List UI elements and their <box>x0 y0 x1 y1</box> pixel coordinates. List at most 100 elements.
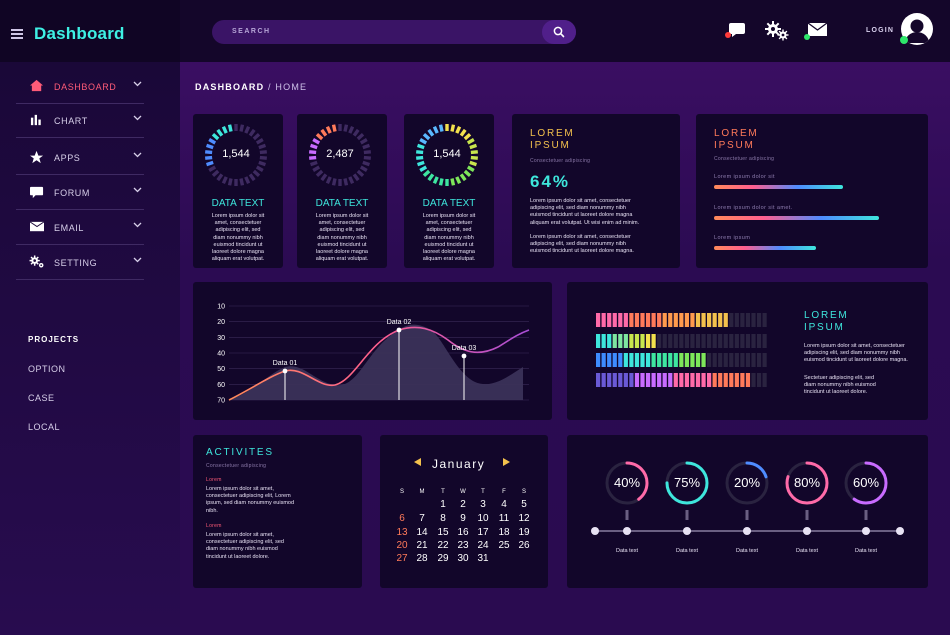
calendar-day[interactable]: 19 <box>518 527 530 538</box>
calendar-day[interactable]: 23 <box>457 540 469 551</box>
search-button[interactable] <box>542 20 576 44</box>
project-link-local[interactable]: LOCAL <box>28 422 61 432</box>
equalizer-segment <box>762 334 767 348</box>
gauge-segment <box>309 160 318 167</box>
equalizer-segment <box>734 373 739 387</box>
calendar-day[interactable]: 21 <box>416 540 428 551</box>
gauge-segment <box>315 169 324 178</box>
calendar-day[interactable]: 18 <box>498 527 510 538</box>
calendar-day[interactable]: 17 <box>477 527 489 538</box>
data-point[interactable] <box>282 368 288 374</box>
equalizer-segment <box>695 353 701 367</box>
calendar-prev-icon[interactable] <box>414 458 422 466</box>
calendar-day[interactable]: 3 <box>480 499 486 510</box>
mail-notification-icon[interactable] <box>803 20 829 42</box>
gauge-segment <box>312 138 321 145</box>
breadcrumb-current[interactable]: DASHBOARD <box>195 82 265 92</box>
search-input[interactable]: SEARCH <box>232 28 271 35</box>
timeline-node[interactable] <box>623 527 631 535</box>
calendar-day[interactable]: 5 <box>521 499 527 510</box>
data-point[interactable] <box>461 353 467 359</box>
equalizer-segment <box>612 334 617 348</box>
calendar-day[interactable]: 20 <box>396 540 408 551</box>
sidebar-item-apps[interactable]: APPS <box>16 139 144 175</box>
calendar-day[interactable]: 2 <box>460 499 466 510</box>
calendar-day[interactable]: 6 <box>399 513 405 524</box>
gauge-segment <box>459 128 467 137</box>
stat-card-text-line: euismod tincidunt ut laoreet dolore magn… <box>530 212 633 219</box>
calendar-day[interactable]: 25 <box>498 540 510 551</box>
project-link-option[interactable]: OPTION <box>28 364 66 374</box>
sidebar-item-setting[interactable]: SETTING <box>16 244 144 280</box>
calendar-day[interactable]: 13 <box>396 527 408 538</box>
equalizer-segment <box>618 313 623 327</box>
gauge-description-line: amet, consectetuer <box>425 220 473 227</box>
gauge-segment <box>470 150 479 155</box>
calendar-day[interactable]: 30 <box>457 553 469 564</box>
chevron-down-icon[interactable] <box>133 152 142 158</box>
chevron-down-icon[interactable] <box>133 81 142 87</box>
equalizer-segment <box>679 313 684 327</box>
calendar-day[interactable]: 28 <box>416 553 428 564</box>
login-label[interactable]: LOGIN <box>866 27 895 34</box>
gauge-segment <box>255 165 264 172</box>
progress-bars-title-line-1: LOREM <box>714 128 759 139</box>
ring-label: Data text <box>675 548 698 554</box>
gauge-segment <box>432 176 439 185</box>
data-point[interactable] <box>396 327 402 333</box>
y-tick-label: 40 <box>217 351 225 358</box>
settings-gears-icon[interactable] <box>764 20 790 42</box>
sidebar-item-email[interactable]: EMAIL <box>16 209 144 245</box>
equalizer-segment <box>740 313 745 327</box>
timeline-node[interactable] <box>862 527 870 535</box>
chevron-down-icon[interactable] <box>133 115 142 121</box>
equalizer-segment <box>634 373 640 387</box>
calendar-day[interactable]: 4 <box>501 499 507 510</box>
activity-text-line: diam nonummy nibh euismod <box>206 546 278 553</box>
calendar-day[interactable]: 31 <box>477 553 489 564</box>
calendar-day[interactable]: 9 <box>460 513 466 524</box>
gauge-segment <box>469 143 478 150</box>
timeline-node[interactable] <box>683 527 691 535</box>
gauge-ring <box>204 124 268 186</box>
equalizer-segment <box>645 334 651 348</box>
calendar-day[interactable]: 26 <box>518 540 530 551</box>
calendar-day[interactable]: 11 <box>498 513 510 524</box>
gauge-segment <box>211 132 220 141</box>
calendar-day[interactable]: 8 <box>440 513 446 524</box>
calendar-day[interactable]: 14 <box>416 527 428 538</box>
progress-bar <box>714 185 843 189</box>
calendar-next-icon[interactable] <box>502 458 510 466</box>
calendar-day[interactable]: 27 <box>396 553 408 564</box>
equalizer-segment <box>673 334 678 348</box>
gauge-description-line: Lorem ipsum dolor sit <box>211 213 265 219</box>
sidebar-item-chart[interactable]: CHART <box>16 102 144 138</box>
gauge-segment <box>325 125 332 134</box>
chevron-down-icon[interactable] <box>133 187 142 193</box>
sidebar-item-dashboard[interactable]: DASHBOARD <box>16 68 144 104</box>
user-avatar-icon <box>905 19 929 43</box>
calendar-day[interactable]: 16 <box>457 527 469 538</box>
ring-value: 20% <box>733 475 761 490</box>
project-link-case[interactable]: CASE <box>28 393 55 403</box>
equalizer-segment <box>712 373 717 387</box>
chevron-down-icon[interactable] <box>133 222 142 228</box>
calendar-day[interactable]: 24 <box>477 540 489 551</box>
search-bar[interactable]: SEARCH <box>212 20 576 44</box>
calendar-day[interactable]: 22 <box>437 540 449 551</box>
chat-notification-icon[interactable] <box>724 20 746 42</box>
calendar-day[interactable]: 12 <box>518 513 530 524</box>
chevron-down-icon[interactable] <box>133 257 142 263</box>
sidebar-item-forum[interactable]: FORUM <box>16 174 144 210</box>
calendar-day[interactable]: 10 <box>477 513 489 524</box>
breadcrumb-separator: / <box>268 82 272 92</box>
timeline-node[interactable] <box>743 527 751 535</box>
calendar-day[interactable]: 7 <box>419 513 425 524</box>
timeline-node[interactable] <box>803 527 811 535</box>
equalizer-segment <box>740 373 745 387</box>
equalizer-segment <box>596 313 601 327</box>
hamburger-menu-icon[interactable] <box>11 29 23 39</box>
calendar-day[interactable]: 29 <box>437 553 449 564</box>
calendar-day[interactable]: 15 <box>437 527 449 538</box>
calendar-day[interactable]: 1 <box>440 499 446 510</box>
